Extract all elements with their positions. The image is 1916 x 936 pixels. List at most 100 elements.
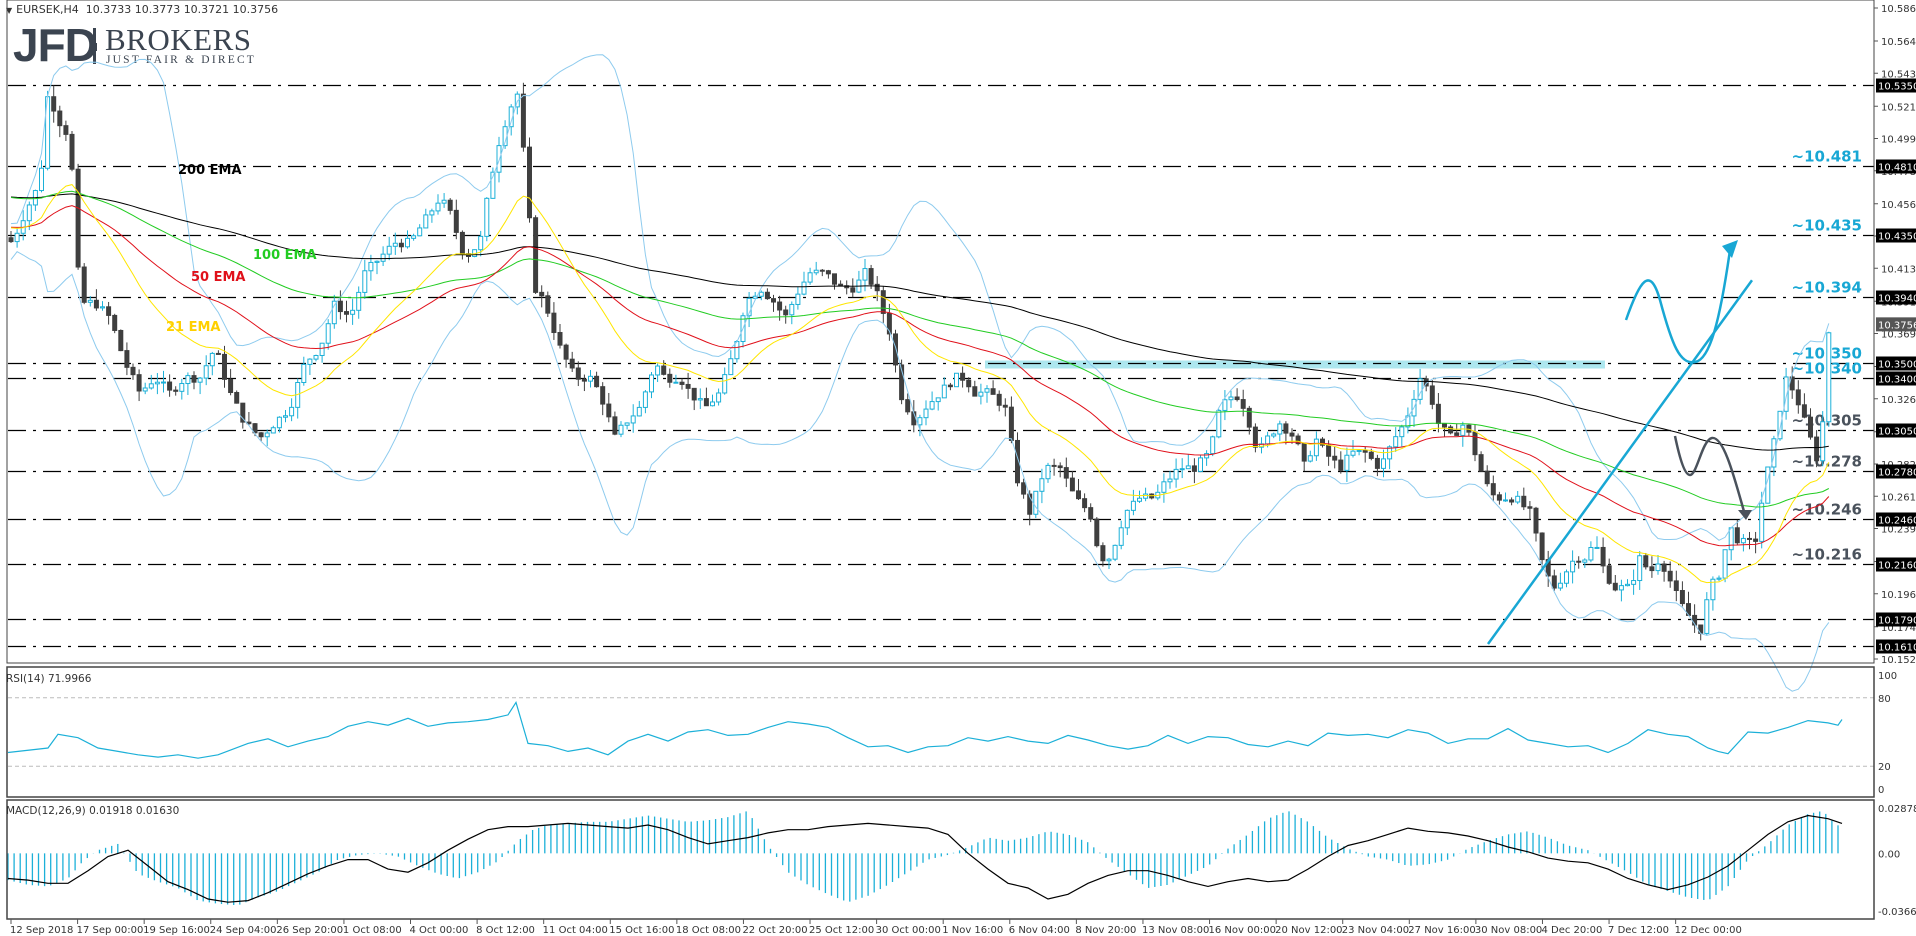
candle-bullish — [1716, 577, 1722, 580]
candle-bearish — [520, 93, 526, 148]
time-tick-label: 1 Oct 08:00 — [343, 925, 402, 936]
price-tick-label: 10.4560 — [1881, 200, 1916, 211]
candle-bullish — [429, 210, 435, 216]
up-arrow-icon — [1722, 240, 1738, 258]
candle-bearish — [557, 332, 563, 346]
candle-bullish — [350, 309, 356, 315]
candle-bullish — [1771, 438, 1777, 468]
candle-bearish — [1374, 457, 1380, 469]
price-tick-label: 10.4130 — [1881, 264, 1916, 275]
collapse-arrow-icon[interactable]: ▼ — [6, 6, 13, 15]
candle-bearish — [106, 306, 112, 316]
candle-bullish — [276, 416, 282, 429]
candle-bullish — [203, 365, 209, 379]
candle-bullish — [392, 242, 398, 247]
current-price-tag — [1876, 317, 1916, 332]
macd-panel[interactable] — [7, 811, 1843, 905]
level-price-tag — [1876, 639, 1916, 654]
time-tick-label: 12 Sep 2018 — [10, 925, 73, 936]
candle-bearish — [581, 378, 587, 382]
candle-bullish — [673, 381, 679, 384]
rsi-panel[interactable] — [7, 697, 1874, 767]
candle-bullish — [1045, 464, 1051, 480]
ema-50-line — [10, 205, 1830, 547]
time-tick-label: 4 Dec 20:00 — [1541, 925, 1602, 936]
level-price-label: 10.2160 — [1878, 561, 1916, 572]
candle-bearish — [661, 365, 667, 375]
candle-bearish — [886, 312, 892, 335]
candle-bearish — [8, 237, 14, 243]
candle-bullish — [1198, 457, 1203, 472]
level-price-tag — [1876, 290, 1916, 305]
candle-bearish — [1789, 376, 1795, 391]
candle-bearish — [1484, 470, 1490, 485]
candle-bullish — [14, 232, 20, 243]
candle-bearish — [1320, 438, 1325, 446]
main-price-panel[interactable]: ~10.481~10.435~10.394~10.350~10.340~10.3… — [8, 54, 1874, 692]
candle-bearish — [1069, 477, 1075, 492]
candle-bullish — [1588, 546, 1594, 561]
candle-bearish — [1679, 590, 1685, 605]
candle-bearish — [398, 242, 404, 248]
price-tick-label: 10.4995 — [1881, 135, 1916, 146]
candle-bearish — [575, 367, 581, 380]
candle-bearish — [344, 311, 349, 315]
candle-bullish — [441, 199, 447, 204]
candle-bearish — [112, 314, 118, 331]
candle-bullish — [1112, 544, 1118, 560]
candle-bullish — [508, 106, 514, 128]
candle-bullish — [87, 299, 93, 303]
candle-bullish — [984, 388, 990, 393]
candle-bullish — [264, 432, 270, 438]
candle-bullish — [1399, 426, 1405, 438]
ema-label: 200 EMA — [178, 163, 242, 178]
candle-bearish — [258, 432, 264, 438]
candle-bullish — [1570, 560, 1576, 573]
bollinger-lower — [10, 251, 1830, 692]
candle-bearish — [679, 381, 685, 385]
candle-bullish — [1210, 436, 1216, 455]
time-tick-label: 23 Nov 04:00 — [1342, 925, 1409, 936]
candle-bullish — [1179, 468, 1185, 471]
candle-bearish — [966, 379, 972, 388]
candle-bullish — [588, 375, 593, 382]
candle-bearish — [447, 199, 453, 211]
time-tick-label: 1 Nov 16:00 — [942, 925, 1003, 936]
candle-bearish — [93, 299, 99, 309]
candle-bearish — [819, 269, 825, 272]
level-price-tag — [1876, 557, 1916, 572]
candle-bearish — [63, 125, 69, 135]
candle-bearish — [337, 300, 343, 313]
candle-bearish — [1600, 546, 1606, 567]
candle-bullish — [1826, 332, 1832, 423]
macd-tick-label: 0.00 — [1878, 849, 1900, 860]
candle-bullish — [514, 93, 520, 108]
candle-bearish — [1533, 507, 1539, 534]
candle-bullish — [26, 204, 32, 222]
candle-bullish — [978, 391, 984, 397]
candle-bearish — [1496, 494, 1502, 501]
candle-bearish — [215, 352, 221, 355]
level-price-tag — [1876, 512, 1916, 527]
candle-bullish — [1637, 555, 1643, 582]
candle-bullish — [801, 281, 807, 295]
price-tick-label: 10.1740 — [1881, 623, 1916, 634]
ascending-trendline — [1486, 279, 1754, 645]
ema-label: 21 EMA — [166, 320, 221, 335]
ema-200-line — [10, 193, 1829, 451]
candle-bearish — [1643, 555, 1649, 568]
rsi-panel-frame — [6, 666, 1875, 798]
level-annotation: ~10.394 — [1792, 279, 1862, 297]
price-tick-label: 10.1525 — [1881, 655, 1916, 666]
time-tick-label: 17 Sep 00:00 — [77, 925, 144, 936]
time-tick-label: 18 Oct 08:00 — [676, 925, 741, 936]
rsi-label: RSI(14) 71.9966 — [6, 673, 92, 685]
candle-bullish — [1222, 399, 1228, 411]
time-tick-label: 7 Dec 12:00 — [1608, 925, 1669, 936]
candle-bearish — [1094, 518, 1100, 547]
candle-bullish — [209, 352, 215, 367]
candle-bullish — [270, 427, 276, 434]
candle-bullish — [1777, 410, 1783, 440]
level-annotation: ~10.278 — [1792, 453, 1862, 471]
